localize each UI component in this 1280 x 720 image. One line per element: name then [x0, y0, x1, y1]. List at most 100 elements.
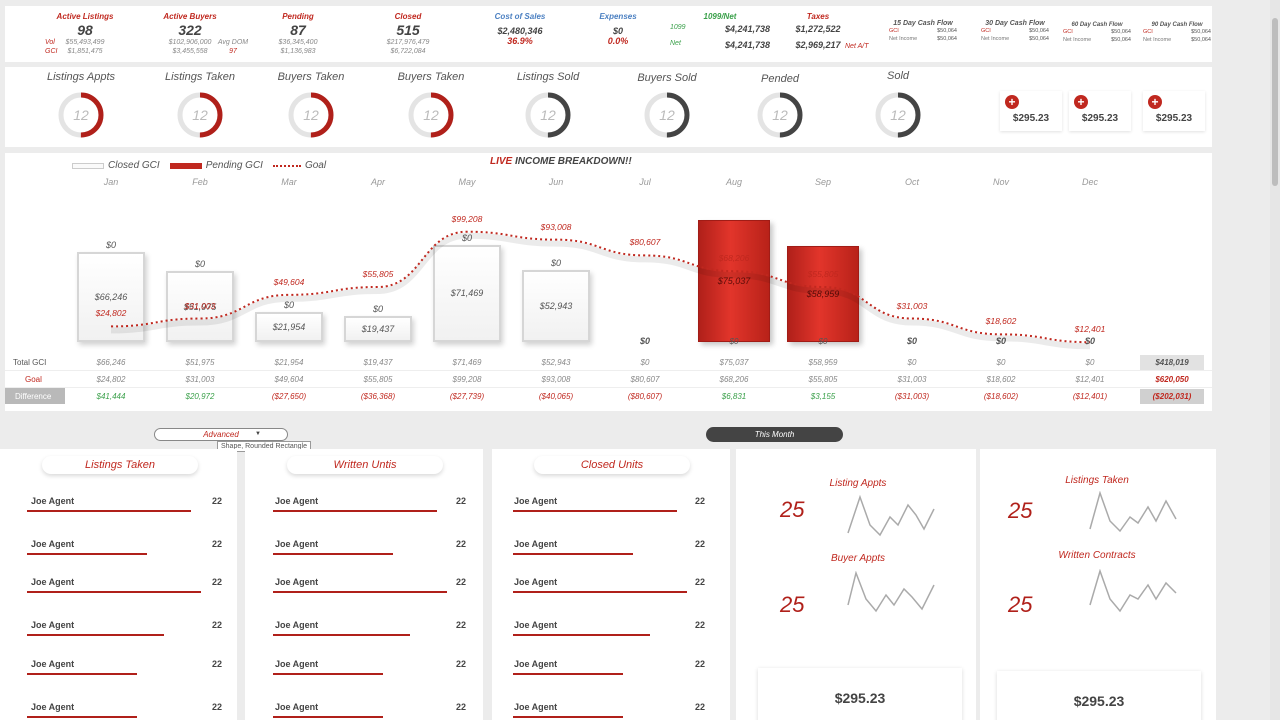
- sparkline-chart: [847, 571, 935, 613]
- gci-label: GCI: [1143, 29, 1153, 35]
- agent-name[interactable]: Joe Agent: [275, 659, 319, 669]
- plus-icon[interactable]: +: [1148, 95, 1162, 109]
- cash-flow-15[interactable]: 15 Day Cash Flow GCI $50,064 Net Income $5…: [889, 20, 957, 43]
- progress-ring[interactable]: [176, 91, 224, 139]
- table-cell-total-gci: $51,975: [185, 358, 215, 367]
- table-cell-goal: $18,602: [986, 375, 1016, 384]
- table-cell-goal: $49,604: [274, 375, 304, 384]
- table-cell-difference: ($40,065): [538, 392, 574, 401]
- kpi-cost-of-sales[interactable]: Cost of Sales $2,480,346 36.9%: [480, 12, 560, 46]
- table-cell-goal: $55,805: [808, 375, 838, 384]
- agent-name[interactable]: Joe Agent: [31, 659, 75, 669]
- difference-sum: ($202,031): [1140, 389, 1204, 404]
- progress-ring[interactable]: [287, 91, 335, 139]
- agent-name[interactable]: Joe Agent: [275, 539, 319, 549]
- table-cell-difference: ($31,003): [894, 392, 930, 401]
- progress-ring[interactable]: [756, 91, 804, 139]
- kpi-pct: 36.9%: [507, 36, 533, 46]
- agent-count: 22: [695, 702, 706, 712]
- leaderboard-title[interactable]: Closed Units: [534, 456, 690, 474]
- agent-name[interactable]: Joe Agent: [514, 702, 558, 712]
- this-month-button[interactable]: This Month: [706, 427, 843, 442]
- scrollbar-thumb[interactable]: [1272, 18, 1278, 186]
- kpi-pending[interactable]: Pending 87 $36,345,400 $1,136,983: [258, 12, 338, 56]
- cash-flow-90[interactable]: 90 Day Cash Flow GCI $50,064 Net Income $5…: [1143, 22, 1211, 44]
- ring-title: Pended: [761, 73, 799, 85]
- pending-zero-label: $0: [105, 239, 116, 250]
- agent-name[interactable]: Joe Agent: [514, 496, 558, 506]
- spark-title: Listings Taken: [1065, 475, 1129, 486]
- table-cell-difference: ($12,401): [1072, 392, 1108, 401]
- mini-card[interactable]: + $295.23: [1000, 91, 1062, 131]
- x-tick-label: Mar: [281, 177, 297, 187]
- kpi-sub: $1,851,475: [67, 48, 103, 55]
- closed-zero-label: $0: [729, 337, 739, 346]
- agent-name[interactable]: Joe Agent: [275, 496, 319, 506]
- x-tick-label: Feb: [192, 177, 208, 187]
- advanced-dropdown[interactable]: Advanced ▼: [154, 428, 288, 441]
- mini-card[interactable]: + $295.23: [1143, 91, 1205, 131]
- progress-ring[interactable]: [407, 91, 455, 139]
- legend-closed-swatch: [72, 162, 104, 169]
- agent-name[interactable]: Joe Agent: [31, 539, 75, 549]
- agent-name[interactable]: Joe Agent: [275, 577, 319, 587]
- kpi-active-buyers[interactable]: Active Buyers 322 $102,906,000 $3,455,55…: [150, 12, 230, 56]
- agent-count: 22: [695, 620, 706, 630]
- goal-value-label: $99,208: [451, 213, 483, 224]
- mini-card-amount: $295.23: [1155, 113, 1193, 124]
- agent-count: 22: [695, 539, 706, 549]
- kpi-value: 515: [396, 22, 420, 38]
- net-income-label: Net Income: [1143, 37, 1172, 43]
- progress-ring[interactable]: [524, 91, 572, 139]
- kpi-expenses[interactable]: Expenses $0 0.0%: [578, 12, 658, 46]
- kpi-taxes[interactable]: Taxes $1,272,522 $2,969,217: [778, 12, 858, 50]
- kpi-value: $4,241,738: [724, 24, 770, 34]
- vertical-scrollbar[interactable]: [1270, 0, 1280, 720]
- agent-count: 22: [212, 620, 223, 630]
- cash-flow-60[interactable]: 60 Day Cash Flow GCI $50,064 Net Income $5…: [1063, 22, 1131, 44]
- kpi-closed[interactable]: Closed 515 $217,976,479 $6,722,084: [368, 12, 448, 56]
- leaderboard-title[interactable]: Listings Taken: [42, 456, 198, 474]
- leaderboard-title[interactable]: Written Untis: [287, 456, 443, 474]
- agent-name[interactable]: Joe Agent: [31, 496, 75, 506]
- spark-title: Written Contracts: [1058, 550, 1136, 561]
- mini-card[interactable]: + $295.23: [1069, 91, 1131, 131]
- agent-name[interactable]: Joe Agent: [31, 702, 75, 712]
- agent-name[interactable]: Joe Agent: [275, 620, 319, 630]
- kpi-active-listings[interactable]: Active Listings 98 Vol $55,493,499 GCI $1,…: [45, 12, 125, 56]
- pending-zero-label: $0: [194, 259, 205, 270]
- progress-ring[interactable]: [643, 91, 691, 139]
- table-row-label-total-gci: Total GCI: [13, 358, 47, 367]
- progress-ring[interactable]: [874, 91, 922, 139]
- x-tick-label: Aug: [725, 177, 742, 187]
- kpi-1099-net[interactable]: 1099/Net 1099 $4,241,738 Net $4,241,738: [670, 12, 770, 50]
- agent-name[interactable]: Joe Agent: [514, 659, 558, 669]
- progress-ring[interactable]: [57, 91, 105, 139]
- ring-progress: [288, 92, 334, 138]
- cash-flow-title: 60 Day Cash Flow: [1071, 22, 1123, 28]
- plus-icon[interactable]: +: [1074, 95, 1088, 109]
- agent-name[interactable]: Joe Agent: [514, 577, 558, 587]
- net-income-label: Net Income: [1063, 37, 1092, 43]
- closed-value-label: $21,954: [272, 322, 306, 333]
- table-total-gci-row-bg: [5, 354, 1212, 371]
- net-after-tax-label: Net A/T: [845, 43, 869, 50]
- pending-value-label: $75,037: [717, 275, 751, 286]
- agent-name[interactable]: Joe Agent: [275, 702, 319, 712]
- spark-card-amount[interactable]: $295.23: [758, 668, 962, 720]
- agent-name[interactable]: Joe Agent: [31, 577, 75, 587]
- agent-progress-bar: [273, 510, 437, 512]
- ring-value: 12: [772, 107, 788, 123]
- table-cell-total-gci: $52,943: [541, 358, 571, 367]
- agent-name[interactable]: Joe Agent: [31, 620, 75, 630]
- chart-title: LIVE INCOME BREAKDOWN!!: [490, 156, 632, 167]
- kpi-value: 322: [178, 22, 202, 38]
- spark-card-amount[interactable]: $295.23: [997, 671, 1201, 720]
- table-cell-goal: $31,003: [185, 375, 215, 384]
- agent-name[interactable]: Joe Agent: [514, 620, 558, 630]
- plus-icon[interactable]: +: [1005, 95, 1019, 109]
- gci-label: GCI: [981, 28, 991, 34]
- kpi-sub: $36,345,400: [278, 39, 318, 46]
- cash-flow-30[interactable]: 30 Day Cash Flow GCI $50,064 Net Income $5…: [981, 20, 1049, 43]
- agent-name[interactable]: Joe Agent: [514, 539, 558, 549]
